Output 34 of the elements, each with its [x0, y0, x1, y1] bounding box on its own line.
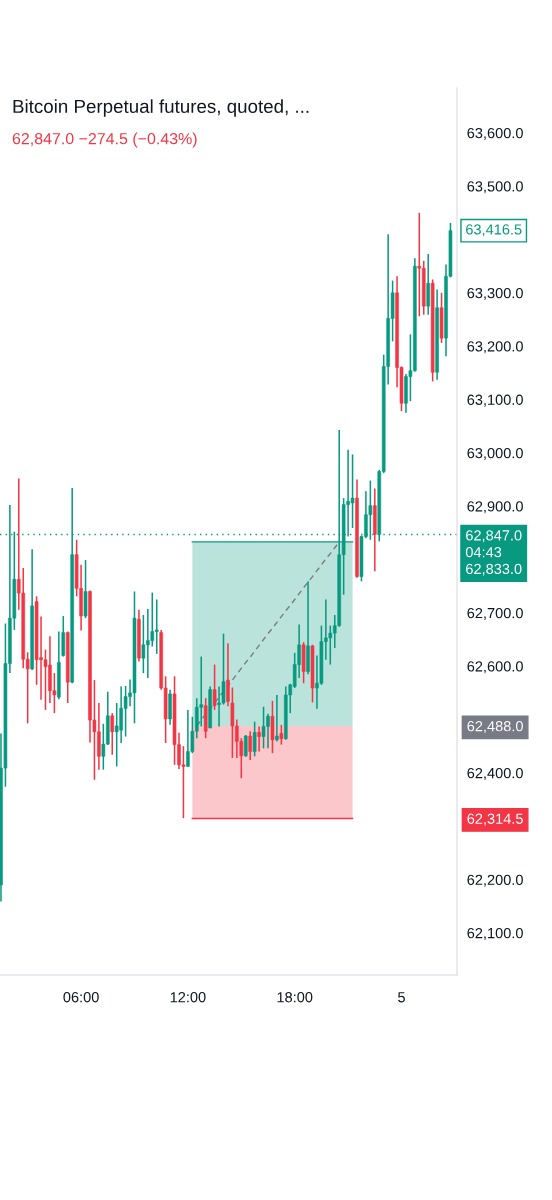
- candlestick: [279, 724, 284, 746]
- x-tick-label: 06:00: [63, 992, 99, 1003]
- y-tick-label: 62,100.0: [467, 927, 523, 941]
- y-tick-label: 62,400.0: [467, 767, 523, 780]
- ref-line-label: 62,847.0 04:43 62,833.0: [465, 530, 522, 576]
- text: Bitcoin Perpetual futures, quoted, ...: [13, 99, 309, 117]
- y-tick-label: 62,900.0: [467, 501, 523, 514]
- y-tick-label: 63,200.0: [467, 341, 523, 354]
- candlestick: [212, 663, 217, 711]
- y-tick-label: 62,488.0: [467, 721, 523, 734]
- candlestick: [110, 712, 115, 756]
- y-tick-label: 62,314.5: [467, 813, 523, 826]
- x-tick-label: 18:00: [277, 992, 313, 1003]
- text: 62,847.0 −274.5 (−0.43%): [12, 132, 197, 148]
- x-tick-label: 5: [398, 992, 405, 1003]
- y-tick-label: 63,300.0: [467, 287, 523, 300]
- candlestick: [257, 725, 261, 753]
- y-tick-label: 62,700.0: [467, 607, 523, 620]
- candlestick: [261, 705, 266, 750]
- candlestick: [275, 694, 279, 743]
- y-tick-label: 62,600.0: [467, 661, 523, 674]
- y-tick-label: 63,500.0: [467, 181, 523, 194]
- y-tick-label: 63,100.0: [467, 394, 523, 407]
- candlestick: [154, 598, 159, 655]
- candlestick: [252, 720, 257, 758]
- x-tick-label: 12:00: [170, 992, 206, 1003]
- text: 63,416.5: [466, 224, 522, 237]
- y-tick-label: 63,000.0: [467, 447, 523, 460]
- candlestick: [248, 730, 252, 761]
- candlestick: [426, 253, 430, 316]
- candlestick: [417, 212, 422, 318]
- candlestick: [270, 700, 275, 754]
- y-tick-label: 62,200.0: [467, 874, 523, 887]
- y-tick-label: 63,600.0: [467, 127, 523, 140]
